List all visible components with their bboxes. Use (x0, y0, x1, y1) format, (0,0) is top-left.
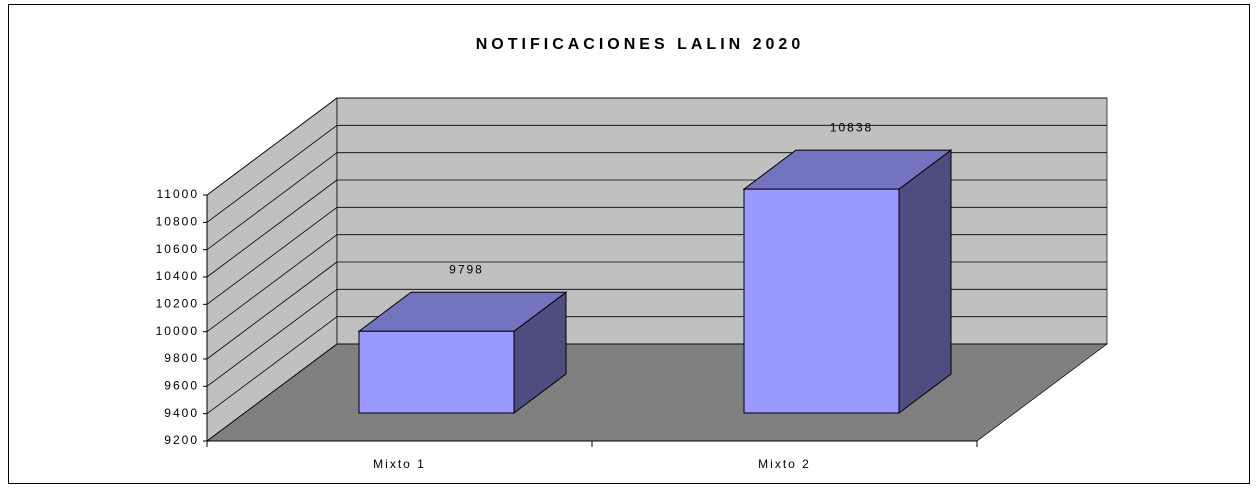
chart-title: NOTIFICACIONES LALIN 2020 (476, 36, 804, 53)
grid-line (206, 316, 338, 414)
y-tick-label: 9600 (164, 379, 199, 393)
bar (358, 330, 515, 414)
y-tick-label: 10400 (156, 269, 199, 283)
grid-line (206, 234, 338, 332)
y-tick-label: 11000 (157, 187, 199, 201)
y-tick-label: 10800 (156, 215, 199, 229)
data-label: 9798 (449, 262, 484, 276)
grid-line (206, 179, 338, 278)
data-label: 10838 (830, 120, 873, 134)
grid-line (206, 343, 338, 442)
grid-line (206, 125, 338, 223)
y-tick-label: 9200 (164, 433, 199, 447)
grid-line (206, 289, 338, 387)
x-tick-label: Mixto 1 (373, 457, 426, 471)
grid-line (206, 207, 338, 305)
y-tick-label: 9400 (164, 406, 199, 420)
grid-line (206, 152, 338, 250)
y-tick-label: 10000 (156, 324, 199, 338)
y-tick-label: 10200 (156, 297, 199, 311)
y-tick-label: 9800 (164, 351, 199, 365)
grid-line (206, 261, 338, 360)
floor (205, 343, 1109, 442)
x-tick-label: Mixto 2 (758, 457, 811, 471)
y-tick-label: 10600 (156, 242, 199, 256)
bar (743, 188, 900, 414)
grid-line (206, 97, 338, 196)
bar-side (898, 149, 952, 414)
